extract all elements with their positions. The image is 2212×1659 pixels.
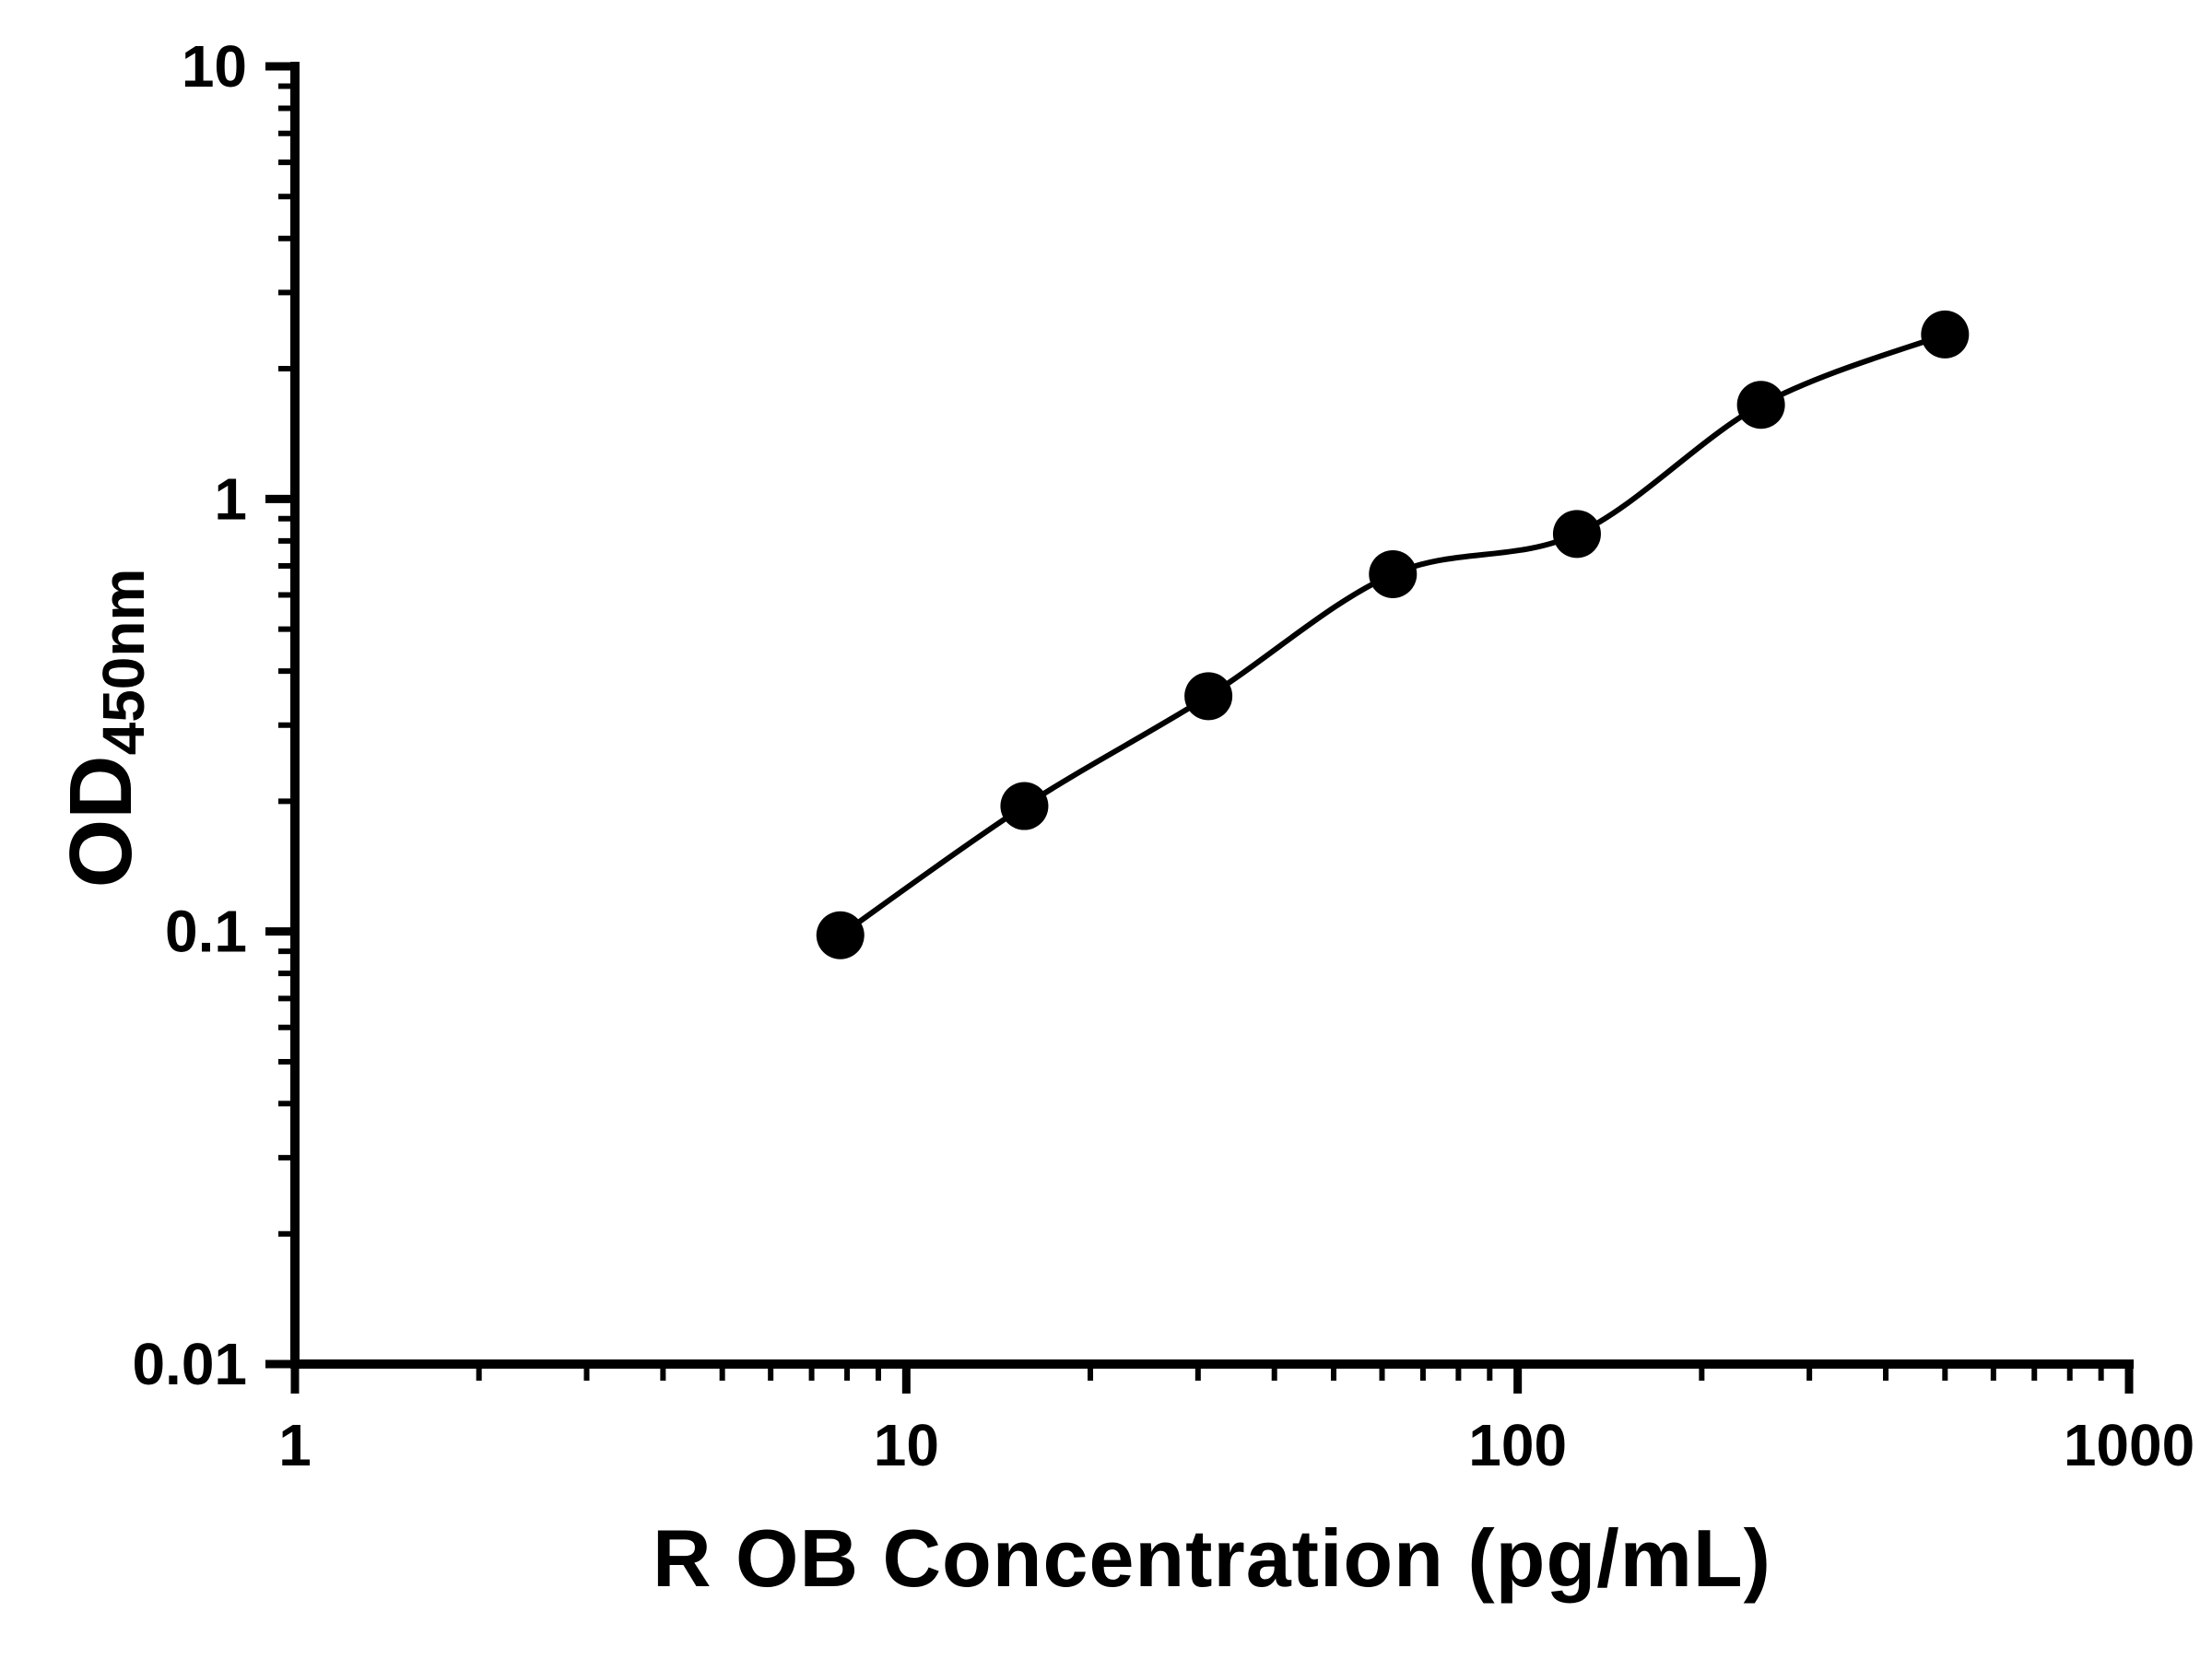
y-axis-label-main: OD [52,755,150,888]
x-axis-label: R OB Concentration (pg/mL) [653,1512,1771,1604]
x-tick-label: 100 [1468,1412,1567,1478]
data-point [1552,510,1601,559]
x-tick-label: 1 [278,1412,312,1478]
x-tick-label: 10 [874,1412,939,1478]
data-point [1184,672,1233,721]
data-point [816,911,865,959]
fit-line [839,332,1947,938]
y-tick-label: 0.01 [132,1331,247,1397]
data-point [1369,549,1418,598]
data-point [1000,782,1049,830]
y-tick-label: 1 [214,465,247,532]
data-point [1921,310,1970,359]
y-tick-label: 10 [182,33,247,100]
y-tick-label: 0.1 [165,899,247,965]
y-axis-label: OD450nm [51,569,157,888]
y-axis-label-subscript: 450nm [90,568,157,756]
data-point [1736,381,1785,429]
x-tick-label: 1000 [2064,1412,2194,1478]
